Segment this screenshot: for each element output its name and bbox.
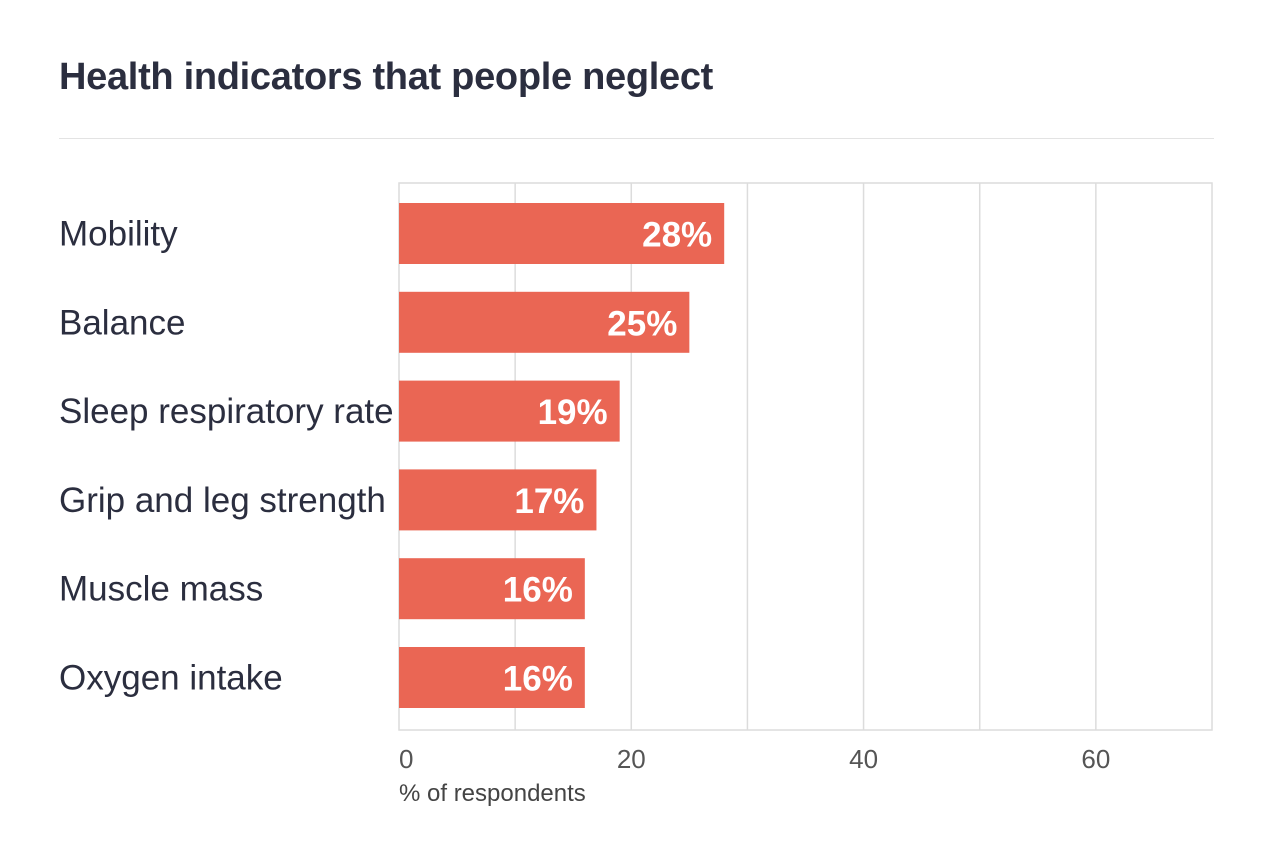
x-tick-label: 0	[399, 744, 413, 774]
chart-title: Health indicators that people neglect	[59, 56, 714, 98]
bar	[399, 469, 597, 531]
category-label: Balance	[59, 303, 185, 342]
data-label: 25%	[607, 304, 677, 343]
plot-frame	[398, 182, 1213, 731]
category-label: Sleep respiratory rate	[59, 392, 394, 431]
x-axis-label: % of respondents	[399, 780, 586, 807]
x-tick-label: 40	[849, 744, 878, 774]
bar	[399, 647, 585, 708]
bar	[399, 380, 620, 442]
title-divider	[59, 138, 1214, 139]
x-tick-label: 20	[617, 744, 646, 774]
bar	[399, 203, 725, 264]
data-label: 16%	[503, 571, 573, 610]
category-label: Mobility	[59, 215, 178, 254]
category-label: Oxygen intake	[59, 659, 283, 698]
data-label: 17%	[514, 482, 584, 521]
category-label: Muscle mass	[59, 570, 263, 609]
data-label: 16%	[503, 660, 573, 699]
bar	[399, 291, 690, 353]
data-label: 28%	[642, 216, 712, 255]
data-label: 19%	[538, 393, 608, 432]
x-tick-label: 60	[1081, 744, 1110, 774]
category-label: Grip and leg strength	[59, 481, 386, 520]
bar	[399, 558, 585, 620]
